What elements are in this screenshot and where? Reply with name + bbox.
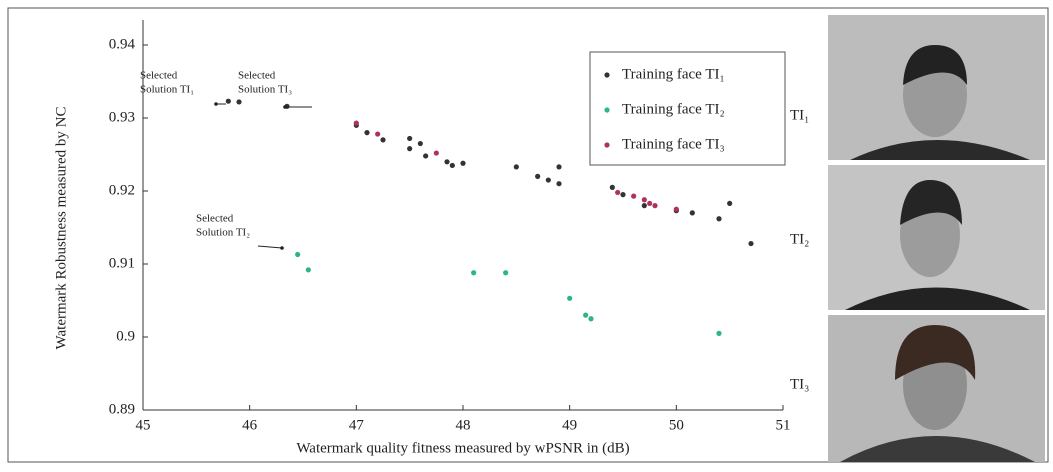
face-body	[845, 287, 1030, 310]
legend-label: Training face TI₁	[622, 66, 725, 82]
point	[460, 160, 466, 166]
point	[295, 251, 301, 258]
point	[449, 162, 455, 169]
point	[535, 173, 541, 179]
annotation-arrowhead	[280, 246, 284, 250]
face-hair	[903, 45, 967, 85]
point	[407, 146, 413, 152]
point	[444, 159, 450, 165]
point	[380, 137, 386, 143]
point	[364, 130, 370, 136]
point	[673, 206, 679, 212]
y-tick-label: 0.92	[109, 182, 135, 198]
point	[236, 99, 242, 105]
point	[748, 240, 754, 247]
annotation: Selected	[140, 70, 178, 82]
point	[727, 200, 733, 207]
annotation: Selected	[196, 213, 234, 225]
legend-label: Training face TI₂	[622, 101, 725, 117]
point	[353, 120, 359, 126]
frame	[7, 7, 1049, 463]
x-tick-label: 49	[562, 417, 577, 433]
y-tick-label: 0.93	[109, 109, 135, 125]
point	[588, 316, 594, 322]
point	[615, 189, 621, 196]
legend-marker	[604, 72, 610, 78]
face-label: TI₃	[790, 376, 809, 392]
point	[423, 153, 429, 159]
annotation-arrowhead	[214, 102, 218, 106]
y-axis-label: Watermark Robustness measured by NC	[53, 107, 69, 350]
point	[471, 270, 477, 276]
point	[545, 177, 551, 183]
point	[641, 203, 647, 209]
x-axis-label: Watermark quality fitness measured by wP…	[296, 440, 629, 456]
point	[375, 131, 381, 137]
point	[417, 140, 423, 147]
point	[631, 193, 637, 199]
x-tick-label: 45	[136, 417, 151, 433]
legend-label: Training face TI₃	[622, 136, 725, 152]
point	[652, 203, 658, 209]
x-tick-label: 48	[456, 417, 471, 433]
annotation: Solution TI₃	[238, 84, 292, 96]
point	[225, 98, 231, 104]
point	[513, 164, 519, 170]
x-tick-label: 46	[242, 417, 258, 433]
point	[647, 200, 653, 207]
point	[433, 150, 439, 156]
annotation: Selected	[238, 70, 276, 82]
point	[620, 192, 626, 198]
x-tick-label: 50	[669, 417, 684, 433]
point	[583, 312, 589, 318]
face-label: TI₂	[790, 231, 809, 247]
point	[503, 270, 509, 276]
face-body	[840, 436, 1035, 462]
point	[609, 184, 615, 190]
face-hair	[900, 180, 962, 225]
faces	[828, 15, 1045, 462]
x-tick-label: 51	[776, 417, 791, 433]
point	[716, 216, 722, 222]
y-tick-label: 0.94	[109, 36, 136, 52]
point	[556, 181, 562, 187]
point	[556, 164, 562, 170]
annotation-arrowhead	[283, 105, 287, 109]
point	[716, 330, 722, 336]
legend-marker	[604, 142, 610, 148]
point	[689, 210, 695, 216]
face-label: TI₁	[790, 107, 809, 123]
point	[567, 295, 573, 301]
point	[407, 135, 413, 142]
x-tick-label: 47	[349, 417, 365, 433]
point	[305, 267, 311, 273]
y-tick-label: 0.91	[109, 255, 135, 271]
y-tick-label: 0.9	[116, 328, 135, 344]
legend-marker	[604, 107, 610, 113]
annotation: Solution TI₂	[196, 227, 250, 239]
point	[641, 197, 647, 203]
annotation: Solution TI₁	[140, 84, 194, 96]
face-body	[850, 140, 1030, 160]
legend-box	[589, 51, 786, 166]
face-hair	[895, 325, 976, 380]
y-tick-label: 0.89	[109, 401, 135, 417]
annotation-arrow	[257, 245, 283, 249]
